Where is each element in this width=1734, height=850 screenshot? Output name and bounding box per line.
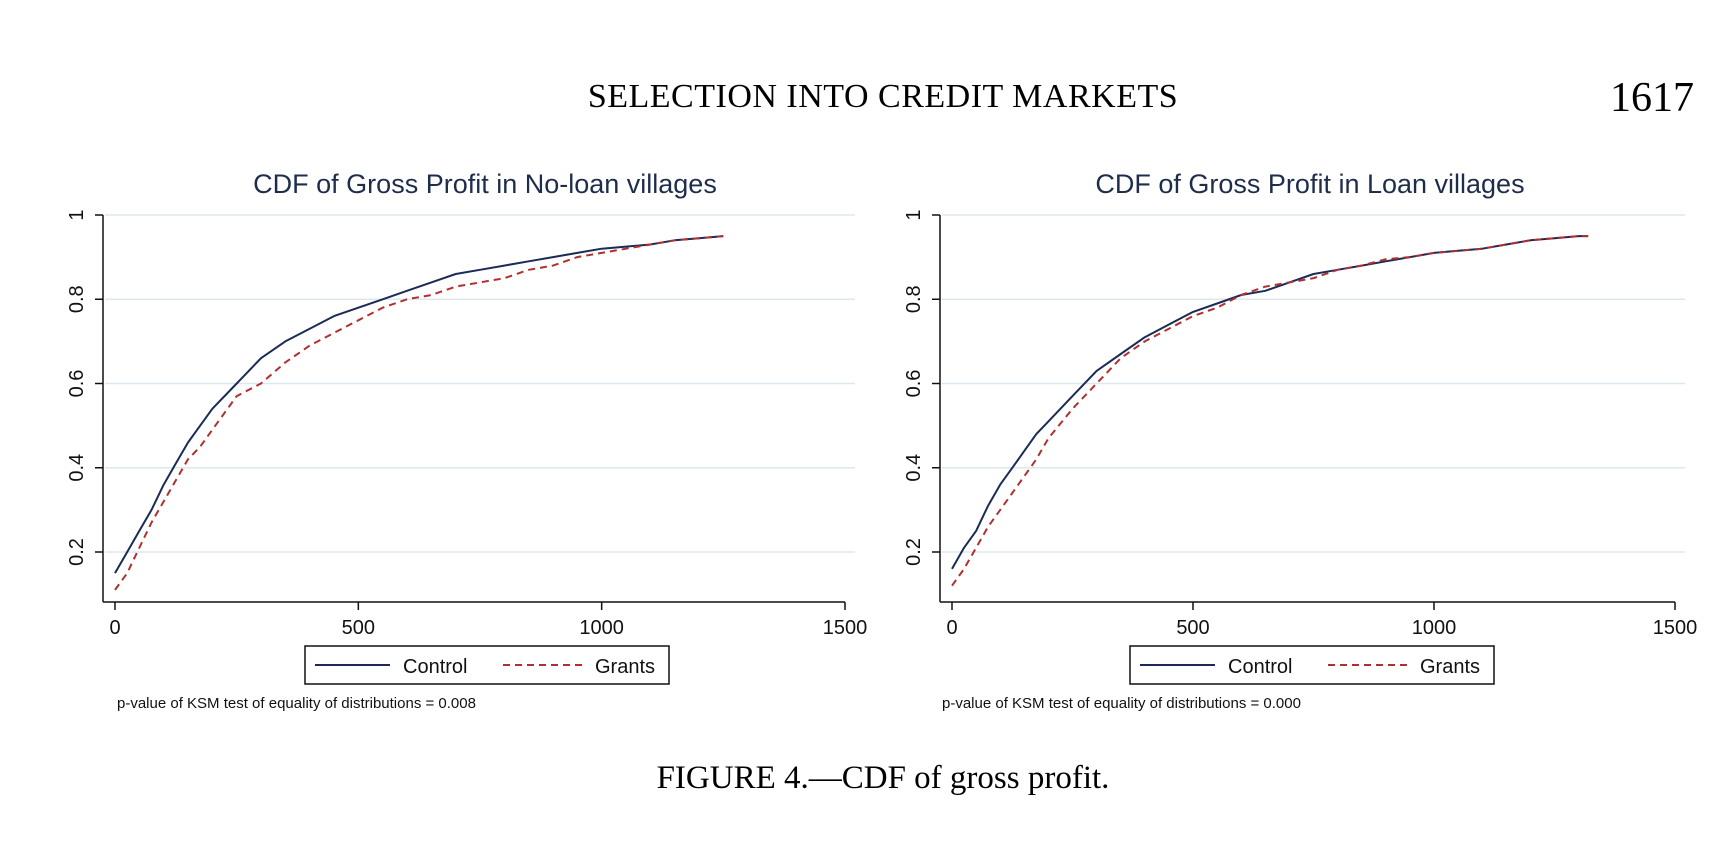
y-tick-label: 1: [66, 209, 88, 220]
y-tick-label: 0.4: [903, 454, 925, 482]
y-tick-label: 1: [903, 209, 925, 220]
legend-label-control: Control: [403, 656, 467, 678]
ksm-test-note: p-value of KSM test of equality of distr…: [942, 695, 1301, 712]
running-head: SELECTION INTO CREDIT MARKETS 1617: [0, 75, 1734, 128]
series-line-control: [951, 235, 1589, 570]
legend-label-grants: Grants: [595, 656, 655, 678]
series-line-grants: [114, 235, 724, 591]
x-tick-label: 500: [342, 617, 375, 639]
x-tick-label: 1500: [1653, 617, 1698, 639]
ksm-test-note: p-value of KSM test of equality of distr…: [117, 695, 476, 712]
y-tick-label: 0.6: [903, 370, 925, 398]
y-tick-label: 0.8: [903, 285, 925, 313]
y-tick-label: 0.8: [66, 285, 88, 313]
chart-panel-2: CDF of Gross Profit in Loan villages 0.2 0…: [903, 169, 1697, 712]
x-tick-label: 0: [946, 617, 957, 639]
x-tick-label: 1000: [579, 617, 624, 639]
x-tick-label: 1000: [1412, 617, 1457, 639]
figure-caption: FIGURE 4.—CDF of gross profit.: [656, 760, 1110, 796]
x-tick-label: 1500: [823, 617, 868, 639]
page-number: 1617: [1610, 75, 1694, 121]
x-tick-label: 0: [109, 617, 120, 639]
legend-label-grants: Grants: [1420, 656, 1480, 678]
y-tick-label: 0.2: [903, 538, 925, 566]
chart-title: CDF of Gross Profit in Loan villages: [1095, 169, 1524, 199]
chart-panel-1: CDF of Gross Profit in No-loan villages 0…: [66, 169, 867, 712]
series-line-grants: [951, 235, 1589, 587]
y-tick-label: 0.6: [66, 370, 88, 398]
chart-title: CDF of Gross Profit in No-loan villages: [253, 169, 717, 199]
y-tick-label: 0.4: [66, 454, 88, 482]
running-title: SELECTION INTO CREDIT MARKETS: [587, 78, 1179, 115]
series-line-control: [114, 235, 724, 574]
x-tick-label: 500: [1176, 617, 1209, 639]
y-tick-label: 0.2: [66, 538, 88, 566]
legend-label-control: Control: [1228, 656, 1292, 678]
